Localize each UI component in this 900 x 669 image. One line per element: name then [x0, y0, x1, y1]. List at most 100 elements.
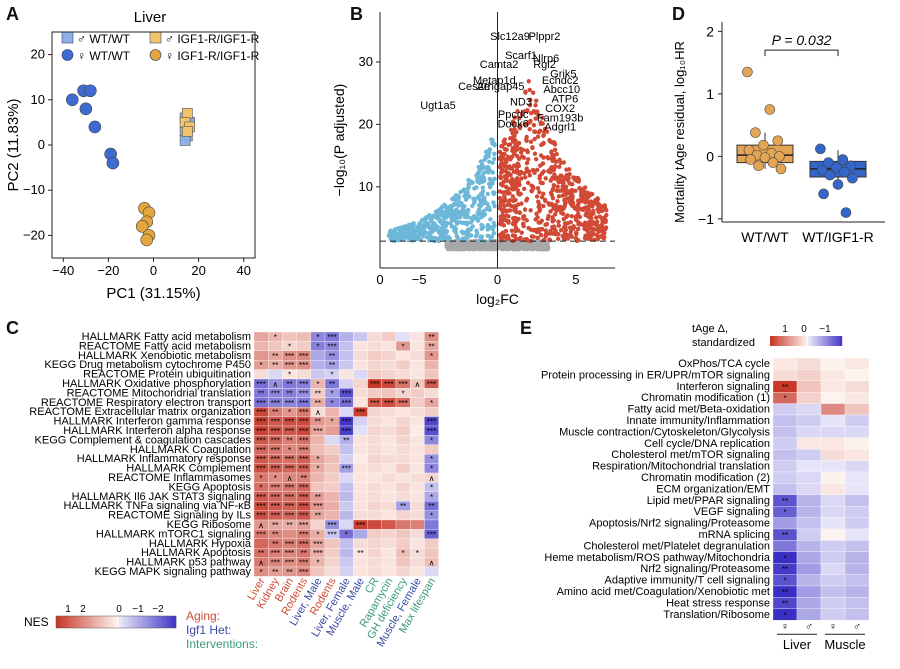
volcano-point-down [401, 234, 407, 239]
nes-cell [424, 538, 439, 549]
nes-cell [381, 491, 397, 502]
nes-cell-mark: * [288, 446, 291, 455]
nes-cell-mark: *** [427, 380, 436, 389]
nes-cell-mark: ** [286, 436, 292, 445]
volcano-point-down [439, 231, 444, 237]
nes-cell [367, 360, 382, 370]
tage-cell-mark: ** [782, 565, 788, 574]
nes-row-label: HALLMARK p53 pathway [126, 557, 251, 569]
tage-colorbar-cell [777, 336, 780, 346]
nes-cell [310, 435, 326, 445]
volcano-point-up [592, 200, 597, 206]
tage-cell-mark: * [783, 611, 786, 620]
pca-y-label: PC2 (11.83%) [5, 98, 22, 191]
nes-cell-mark: * [402, 389, 405, 398]
volcano-point-down [491, 156, 497, 162]
volcano-point-up [512, 151, 517, 157]
nes-cell [410, 331, 425, 342]
nes-cell-mark: *** [256, 446, 265, 455]
nes-cell-mark: *** [256, 502, 265, 511]
volcano-point-down [480, 185, 485, 190]
volcano-gene-label: Metap1d [473, 75, 516, 87]
volcano-point-up [587, 193, 592, 198]
volcano-point-up [516, 163, 522, 169]
nes-row-label: KEGG Drug metabolism cytochrome P450 [44, 359, 251, 371]
nes-colorbar-tick: 0 [116, 604, 122, 615]
tage-row-label: Heat stress response [666, 597, 770, 609]
nes-cell-mark: ** [315, 399, 321, 408]
nes-cell-mark: * [331, 399, 334, 408]
nes-cell-mark: *** [370, 399, 379, 408]
volcano-point-up [512, 233, 518, 239]
nes-cell [410, 491, 425, 502]
nes-cell [353, 538, 368, 549]
volcano-point-up [515, 180, 521, 185]
volcano-point-up [570, 200, 576, 206]
volcano-point-up [560, 193, 565, 198]
volcano-point-up [538, 120, 544, 125]
nes-cell-mark: ** [258, 389, 264, 398]
pca-legend: ♂ WT/WT ♂ IGF1-R/IGF1-R ♀ WT/WT ♀ IGF1-R/IG… [61, 31, 260, 63]
nes-cell-mark: *** [299, 446, 308, 455]
volcano-y-label: −log₁₀(P adjusted) [331, 84, 347, 197]
volcano-point-down [474, 228, 479, 233]
nes-cell [367, 463, 382, 474]
nes-cell [395, 416, 411, 427]
nes-cell [410, 360, 425, 370]
volcano-point-up [562, 175, 567, 180]
volcano-point-up [512, 127, 517, 132]
volcano-y-tick-label: 10 [359, 179, 373, 194]
tage-colorbar-cell [784, 336, 787, 346]
tage-cell [796, 528, 822, 541]
pca-point-circle [135, 220, 149, 233]
nes-cell-mark: ** [272, 568, 278, 577]
nes-cell [410, 510, 425, 521]
volcano-point-down [464, 220, 469, 225]
volcano-point-up [517, 210, 522, 215]
nes-cell [367, 510, 382, 521]
nes-cell [367, 454, 382, 464]
tage-cell [844, 540, 870, 552]
tage-colorbar-cell [798, 336, 802, 346]
nes-cell [353, 435, 368, 445]
nes-colorbar-cell [143, 616, 147, 628]
nes-colorbar-cell [83, 616, 87, 628]
nes-cell [410, 529, 425, 539]
tage-legend-title: standardized [692, 337, 755, 349]
volcano-point-up [524, 160, 530, 166]
nes-cell [353, 425, 368, 436]
nes-cell [410, 388, 425, 398]
volcano-point-up [578, 189, 584, 195]
volcano-point-up [552, 147, 558, 153]
tage-colorbar-cell [825, 336, 828, 346]
tage-cell [796, 574, 822, 587]
volcano-point-down [482, 199, 488, 204]
nes-cell-mark: ** [301, 474, 307, 483]
nes-cell-mark: *** [299, 559, 308, 568]
volcano-point-down [455, 235, 460, 240]
nes-cell [410, 472, 425, 483]
volcano-point-down [473, 233, 479, 239]
tage-legend-title: tAge Δ, [692, 323, 728, 335]
nes-colorbar-cell [164, 616, 168, 628]
nes-cell [381, 416, 397, 427]
nes-cell [353, 566, 368, 577]
nes-colorbar-cell [107, 616, 111, 628]
volcano-point-up [534, 211, 539, 217]
nes-cell-mark: *** [256, 512, 265, 521]
tage-cell [772, 517, 798, 530]
nes-cell-mark: *** [313, 540, 322, 549]
tage-column-sex: ♀ [781, 621, 789, 633]
volcano-point-down [434, 216, 440, 221]
tage-cell [844, 460, 870, 473]
nes-cell-mark: *** [299, 352, 308, 361]
nes-cell [395, 425, 411, 436]
volcano-point-up [504, 236, 510, 242]
nes-row-label: REACTOME Inflammasomes [108, 472, 251, 484]
volcano-point-up [545, 154, 550, 160]
nes-cell-mark: *** [285, 455, 294, 464]
tage-cell-mark: * [783, 508, 786, 517]
volcano-point-down [413, 234, 418, 239]
volcano-point-up [568, 220, 573, 225]
volcano-point-up [509, 176, 515, 182]
